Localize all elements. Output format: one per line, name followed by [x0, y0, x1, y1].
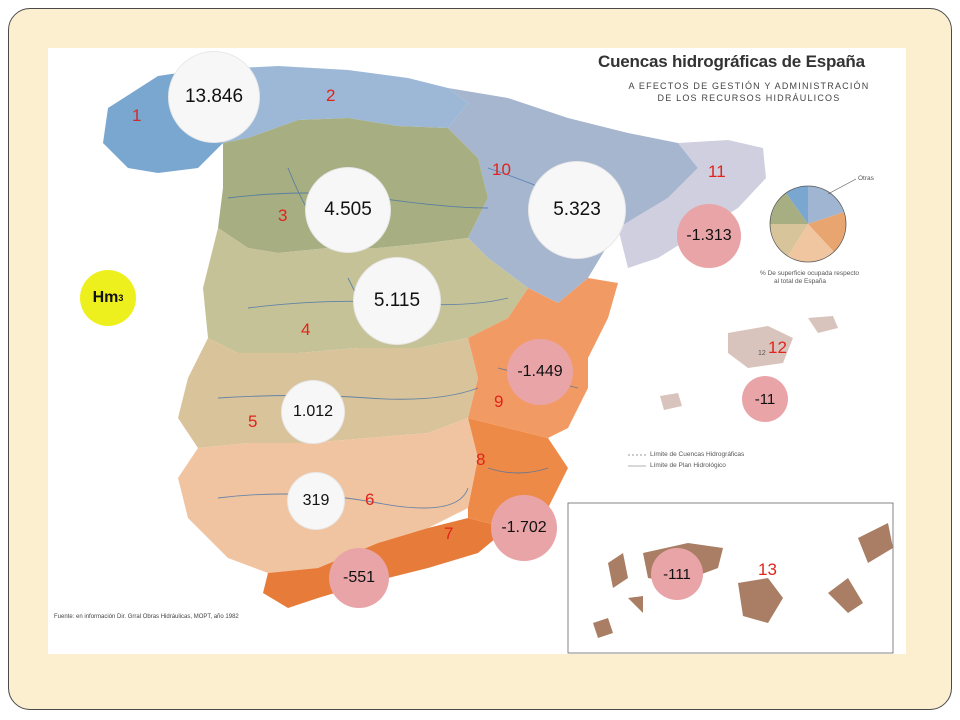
basin-12-area: [728, 326, 793, 368]
pie-caption-line1: % De superficie ocupada respecto: [760, 270, 860, 277]
value-bubble-12: -11: [742, 376, 788, 422]
value-bubble-11: -1.313: [677, 204, 741, 268]
value-bubble-10: 5.323: [529, 162, 625, 258]
basin-number-12: 12: [768, 338, 787, 357]
basin-13-area: [608, 553, 628, 588]
basin-2-area: [198, 66, 468, 143]
basin-number-6: 6: [365, 490, 375, 509]
basin-number-7: 7: [444, 524, 454, 543]
value-bubble-5: 1.012: [282, 381, 344, 443]
map-panel: Cuencas hidrográficas de España A EFECTO…: [48, 48, 906, 654]
value-bubble-13: -111: [651, 548, 703, 600]
value-bubble-4: 5.115: [354, 258, 440, 344]
basin-number-11: 11: [708, 162, 726, 181]
legend-basin-limit: Límite de Cuencas Hidrográficas: [650, 451, 745, 458]
basin-number-5: 5: [248, 412, 258, 431]
value-bubble-6: 319: [288, 473, 344, 529]
unit-label: Hm: [92, 289, 119, 306]
basin-number-1: 1: [132, 106, 142, 125]
legend-plan-limit: Límite de Plan Hidrológico: [650, 462, 726, 469]
unit-bubble: Hm 3: [80, 270, 136, 326]
map-title: Cuencas hidrográficas de España: [598, 52, 865, 71]
basin-11-area: [618, 140, 766, 268]
island-label: 12: [758, 350, 766, 357]
map-subtitle-line2: DE LOS RECURSOS HIDRÁULICOS: [657, 93, 841, 103]
pie-caption-line2: al total de España: [774, 278, 827, 285]
basin-number-10: 10: [492, 160, 511, 179]
value-bubble-1: 13.846: [169, 52, 259, 142]
value-bubble-7: -1.702: [491, 495, 557, 561]
map-subtitle-line1: A EFECTOS DE GESTIÓN Y ADMINISTRACIÓN: [628, 81, 870, 91]
source-note: Fuente: en información Dir. Grral Obras …: [54, 614, 239, 620]
basin-number-9: 9: [494, 392, 504, 411]
pie-legend: [769, 178, 857, 263]
basin-number-3: 3: [278, 206, 288, 225]
value-bubble-3: 4.505: [306, 168, 390, 252]
map-subtitle: A EFECTOS DE GESTIÓN Y ADMINISTRACIÓN DE…: [614, 80, 884, 104]
basin-number-4: 4: [301, 320, 311, 339]
basin-number-8: 8: [476, 450, 486, 469]
unit-exponent: 3: [118, 293, 124, 303]
value-bubble-9: -1.449: [507, 339, 573, 405]
canary-inset-frame: [567, 502, 894, 654]
basin-number-13: 13: [758, 560, 777, 579]
pie-others-label: Otras: [858, 175, 874, 182]
value-bubble-8: -551: [329, 548, 389, 608]
basin-number-2: 2: [326, 86, 336, 105]
